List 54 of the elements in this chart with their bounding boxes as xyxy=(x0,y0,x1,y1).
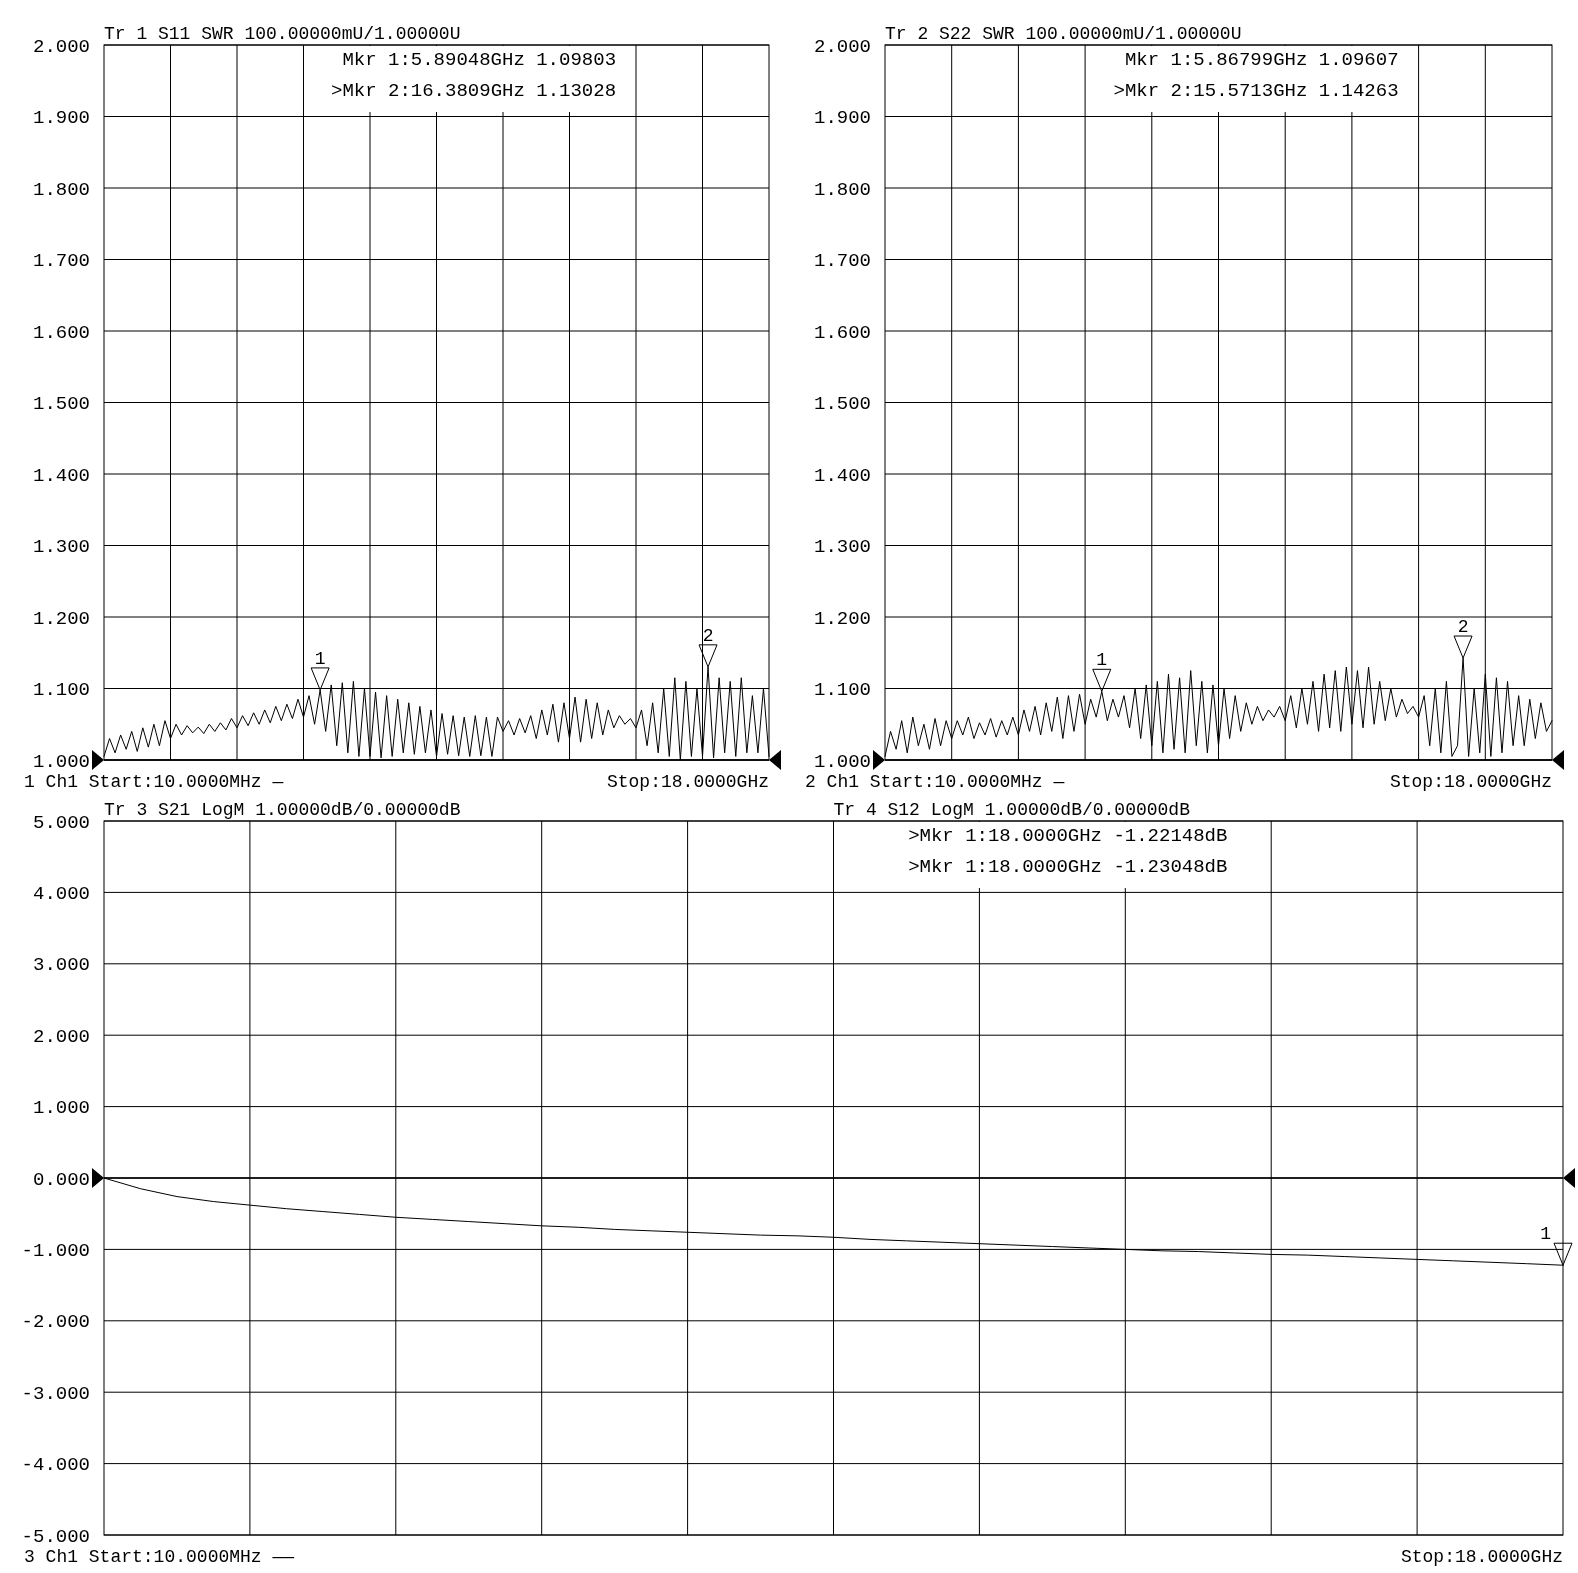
y-tick-label: 1.900 xyxy=(813,107,871,130)
y-tick-label: 1.300 xyxy=(32,536,90,559)
y-tick-label: 1.000 xyxy=(32,1097,90,1120)
text: Stop:18.0000GHz xyxy=(1389,772,1552,792)
y-tick-label: 0.000 xyxy=(32,1168,90,1191)
annotation: 1 xyxy=(314,648,326,669)
y-tick-label: 3.000 xyxy=(32,954,90,977)
annotation: >Mkr 1:18.0000GHz -1.23048dB xyxy=(908,856,1228,878)
y-tick-label: 4.000 xyxy=(32,883,90,906)
y-tick-label: 1.500 xyxy=(32,393,90,416)
annotation: >Mkr 2:16.3809GHz 1.13028 xyxy=(331,80,617,102)
y-tick-label: 1.400 xyxy=(813,464,871,487)
text: Stop:18.0000GHz xyxy=(606,772,769,792)
y-tick-label: 1.800 xyxy=(32,178,90,201)
y-tick-label: 1.000 xyxy=(32,750,90,773)
chart-title: Tr 1 S11 SWR 100.00000mU/1.00000U xyxy=(104,24,461,44)
y-tick-label: 2.000 xyxy=(32,35,90,58)
y-tick-label: 1.400 xyxy=(32,464,90,487)
y-tick-label: -3.000 xyxy=(21,1382,90,1405)
annotation: Mkr 1:5.86799GHz 1.09607 xyxy=(1124,49,1399,71)
annotation: >Mkr 1:18.0000GHz -1.22148dB xyxy=(908,825,1228,847)
y-tick-label: 1.600 xyxy=(32,321,90,344)
y-tick-label: -5.000 xyxy=(21,1525,90,1548)
y-tick-label: 1.700 xyxy=(32,250,90,273)
text: Stop:18.0000GHz xyxy=(1400,1547,1563,1567)
y-tick-label: 1.300 xyxy=(813,536,871,559)
annotation: 2 xyxy=(1457,617,1469,638)
y-tick-label: 5.000 xyxy=(32,811,90,834)
y-tick-label: 1.200 xyxy=(813,607,871,630)
annotation: >Mkr 2:15.5713GHz 1.14263 xyxy=(1113,80,1399,102)
annotation: 1 xyxy=(1540,1224,1551,1245)
y-tick-label: 1.700 xyxy=(813,250,871,273)
text: 1 Ch1 Start:10.0000MHz — xyxy=(24,772,284,792)
chart-title: Tr 3 S21 LogM 1.00000dB/0.00000dB xyxy=(104,800,461,820)
y-tick-label: 1.900 xyxy=(32,107,90,130)
y-tick-label: -4.000 xyxy=(21,1454,90,1477)
annotation: 1 xyxy=(1096,650,1108,671)
y-tick-label: 1.200 xyxy=(32,607,90,630)
text: 3 Ch1 Start:10.0000MHz —— xyxy=(24,1547,295,1567)
y-tick-label: 1.000 xyxy=(813,750,871,773)
chart-title: Tr 2 S22 SWR 100.00000mU/1.00000U xyxy=(885,24,1242,44)
text: 2 Ch1 Start:10.0000MHz — xyxy=(805,772,1065,792)
y-tick-label: 1.800 xyxy=(813,178,871,201)
y-tick-label: 1.100 xyxy=(32,679,90,702)
annotation: 2 xyxy=(702,625,714,646)
y-tick-label: 1.100 xyxy=(813,679,871,702)
y-tick-label: 2.000 xyxy=(813,35,871,58)
y-tick-label: 2.000 xyxy=(32,1025,90,1048)
y-tick-label: -1.000 xyxy=(21,1240,90,1263)
y-tick-label: -2.000 xyxy=(21,1311,90,1334)
chart-subtitle: Tr 4 S12 LogM 1.00000dB/0.00000dB xyxy=(833,800,1191,820)
y-tick-label: 1.500 xyxy=(813,393,871,416)
annotation: Mkr 1:5.89048GHz 1.09803 xyxy=(342,49,617,71)
y-tick-label: 1.600 xyxy=(813,321,871,344)
